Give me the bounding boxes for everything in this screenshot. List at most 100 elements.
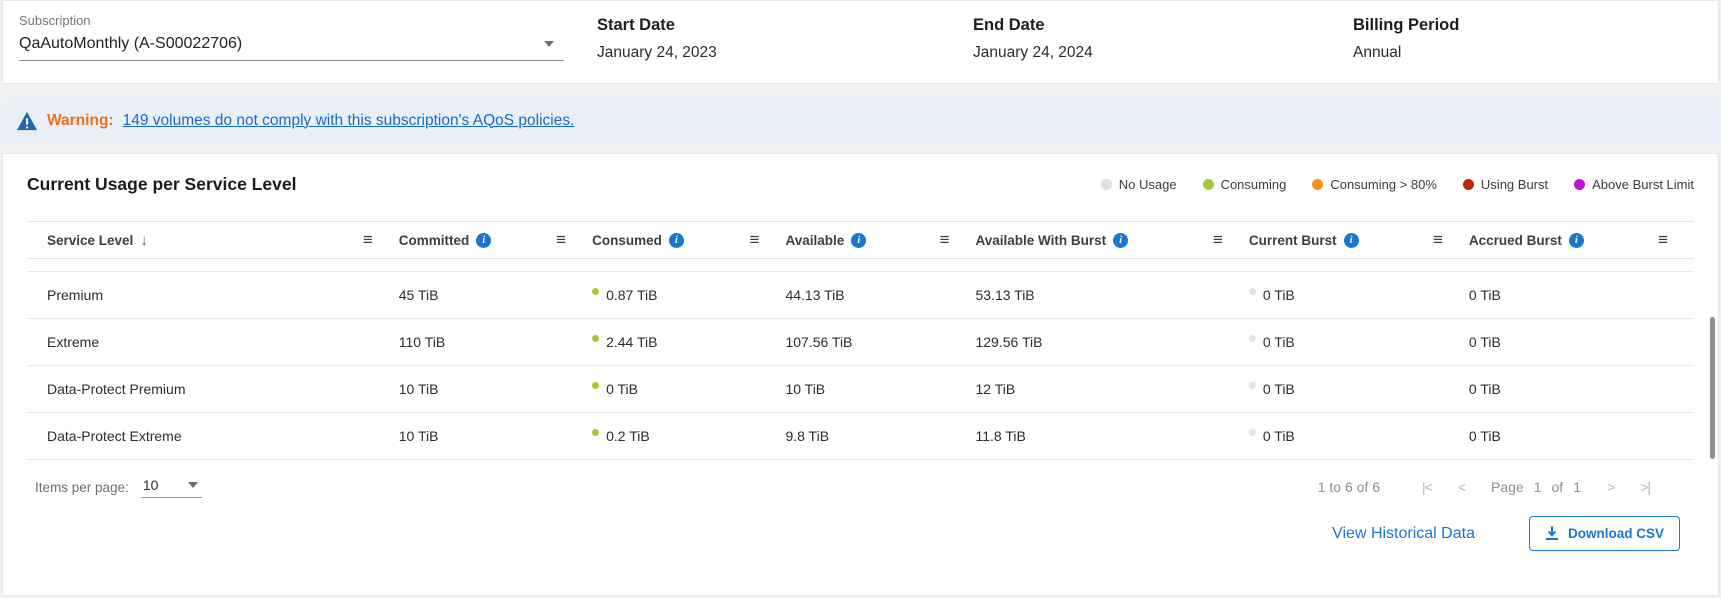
legend-item-consuming: Consuming: [1202, 177, 1286, 192]
committed-cell: 110 TiB: [398, 334, 446, 350]
subscription-value: QaAutoMonthly (A-S00022706): [19, 35, 243, 52]
page-count: 1: [1573, 479, 1581, 495]
info-icon[interactable]: i: [1343, 232, 1359, 248]
column-menu-icon[interactable]: ≡: [1432, 230, 1443, 249]
service-level-cell: Premium: [47, 287, 104, 303]
view-historical-data-link[interactable]: View Historical Data: [1332, 524, 1475, 542]
committed-cell: 10 TiB: [398, 428, 439, 444]
table-row: Extreme 110 TiB 2.44 TiB 107.56 TiB 129.…: [27, 319, 1694, 366]
page-number: 1: [1533, 479, 1542, 495]
status-dot-icon: [1248, 335, 1256, 342]
column-menu-icon[interactable]: ≡: [556, 230, 567, 249]
first-page-button[interactable]: |<: [1422, 479, 1433, 495]
start-date-label: Start Date: [597, 16, 675, 34]
last-page-button[interactable]: >|: [1640, 479, 1651, 495]
service-level-cell: Data-Protect Premium: [47, 381, 186, 397]
available-cell: 9.8 TiB: [785, 428, 830, 444]
page-indicator: Page 1 of 1: [1491, 479, 1581, 495]
table-body: Premium 45 TiB 0.87 TiB 44.13 TiB 53.13 …: [27, 259, 1715, 460]
column-header-accrued-burst[interactable]: Accrued Burst i ≡: [1468, 230, 1668, 249]
available-with-burst-cell: 129.56 TiB: [975, 334, 1043, 350]
available-with-burst-cell: 12 TiB: [975, 381, 1016, 397]
status-dot-icon: [592, 382, 600, 389]
info-icon[interactable]: i: [1113, 232, 1129, 248]
committed-cell: 45 TiB: [398, 287, 439, 303]
billing-period-value: Annual: [1353, 44, 1402, 61]
end-date-label: End Date: [973, 16, 1045, 34]
subscription-dropdown[interactable]: QaAutoMonthly (A-S00022706): [19, 28, 564, 61]
status-dot-icon: [1248, 429, 1256, 436]
next-page-button[interactable]: >: [1607, 479, 1615, 495]
consumed-cell: 0 TiB: [592, 381, 785, 397]
table-row: Data-Protect Extreme 10 TiB 0.2 TiB 9.8 …: [27, 413, 1694, 460]
accrued-burst-cell: 0 TiB: [1468, 428, 1501, 444]
no-usage-dot-icon: [1100, 179, 1112, 190]
status-dot-icon: [1248, 382, 1256, 389]
subscription-header-card: Subscription QaAutoMonthly (A-S00022706)…: [2, 0, 1719, 84]
start-date-value: January 24, 2023: [597, 44, 717, 61]
page-title: Current Usage per Service Level: [27, 174, 297, 194]
current-burst-cell: 0 TiB: [1248, 334, 1469, 350]
service-level-cell: Extreme: [47, 334, 100, 350]
status-dot-icon: [592, 429, 600, 436]
column-menu-icon[interactable]: ≡: [1658, 230, 1668, 249]
accrued-burst-cell: 0 TiB: [1468, 381, 1501, 397]
accrued-burst-cell: 0 TiB: [1468, 287, 1501, 303]
committed-cell: 10 TiB: [398, 381, 439, 397]
download-csv-button[interactable]: Download CSV: [1528, 516, 1680, 551]
end-date-value: January 24, 2024: [973, 44, 1093, 61]
column-menu-icon[interactable]: ≡: [1212, 230, 1223, 249]
consumed-cell: 2.44 TiB: [592, 334, 785, 350]
info-icon[interactable]: i: [851, 232, 867, 248]
subscription-label: Subscription: [19, 13, 91, 28]
status-dot-icon: [1248, 288, 1256, 295]
usage-panel: Current Usage per Service Level No Usage…: [2, 153, 1719, 596]
items-per-page-select[interactable]: 10: [140, 477, 203, 498]
previous-page-button[interactable]: <: [1457, 479, 1466, 495]
table-scrollbar[interactable]: [1710, 317, 1715, 459]
status-dot-icon: [592, 288, 600, 295]
legend-item-consuming-80: Consuming > 80%: [1312, 177, 1437, 192]
column-header-service-level[interactable]: Service Level ↓ ≡: [47, 230, 373, 249]
panel-actions: View Historical Data Download CSV: [27, 516, 1694, 551]
column-header-current-burst[interactable]: Current Burst i ≡: [1248, 230, 1443, 249]
column-menu-icon[interactable]: ≡: [749, 230, 760, 249]
column-header-available-with-burst[interactable]: Available With Burst i ≡: [975, 230, 1223, 249]
column-header-consumed[interactable]: Consumed i ≡: [592, 230, 760, 249]
download-icon: [1545, 526, 1558, 540]
available-with-burst-cell: 53.13 TiB: [975, 287, 1035, 303]
warning-triangle-icon: [17, 111, 37, 130]
sort-desc-icon[interactable]: ↓: [140, 231, 148, 249]
accrued-burst-cell: 0 TiB: [1468, 334, 1501, 350]
available-cell: 10 TiB: [785, 381, 826, 397]
end-date-field: End Date January 24, 2024: [973, 1, 1353, 83]
info-icon[interactable]: i: [476, 232, 492, 248]
partial-scrolled-row: [27, 259, 1694, 272]
start-date-field: Start Date January 24, 2023: [597, 1, 973, 83]
consuming-dot-icon: [1202, 179, 1214, 190]
billing-period-label: Billing Period: [1353, 16, 1460, 34]
info-icon[interactable]: i: [1568, 232, 1584, 248]
column-menu-icon[interactable]: ≡: [362, 230, 373, 249]
billing-period-field: Billing Period Annual: [1353, 1, 1459, 83]
current-burst-cell: 0 TiB: [1248, 381, 1469, 397]
chevron-down-icon: [544, 41, 554, 47]
chevron-down-icon: [188, 481, 199, 488]
column-menu-icon[interactable]: ≡: [939, 230, 950, 249]
consuming-80-dot-icon: [1312, 179, 1324, 190]
table-footer: Items per page: 10 1 to 6 of 6 |< < Page…: [27, 460, 1694, 514]
consumed-cell: 0.2 TiB: [592, 428, 785, 444]
current-burst-cell: 0 TiB: [1248, 287, 1469, 303]
column-header-committed[interactable]: Committed i ≡: [398, 230, 567, 249]
items-per-page: Items per page: 10: [35, 477, 203, 498]
legend-item-above-burst-limit: Above Burst Limit: [1574, 177, 1694, 192]
available-cell: 107.56 TiB: [785, 334, 853, 350]
available-cell: 44.13 TiB: [785, 287, 845, 303]
info-icon[interactable]: i: [668, 232, 684, 248]
above-burst-limit-dot-icon: [1574, 179, 1586, 190]
table-row: Data-Protect Premium 10 TiB 0 TiB 10 TiB…: [27, 366, 1694, 413]
table-header-row: Service Level ↓ ≡ Committed i ≡ Consumed…: [27, 221, 1694, 259]
aqos-noncompliance-link[interactable]: 149 volumes do not comply with this subs…: [122, 111, 575, 129]
column-header-available[interactable]: Available i ≡: [785, 230, 950, 249]
using-burst-dot-icon: [1462, 179, 1474, 190]
